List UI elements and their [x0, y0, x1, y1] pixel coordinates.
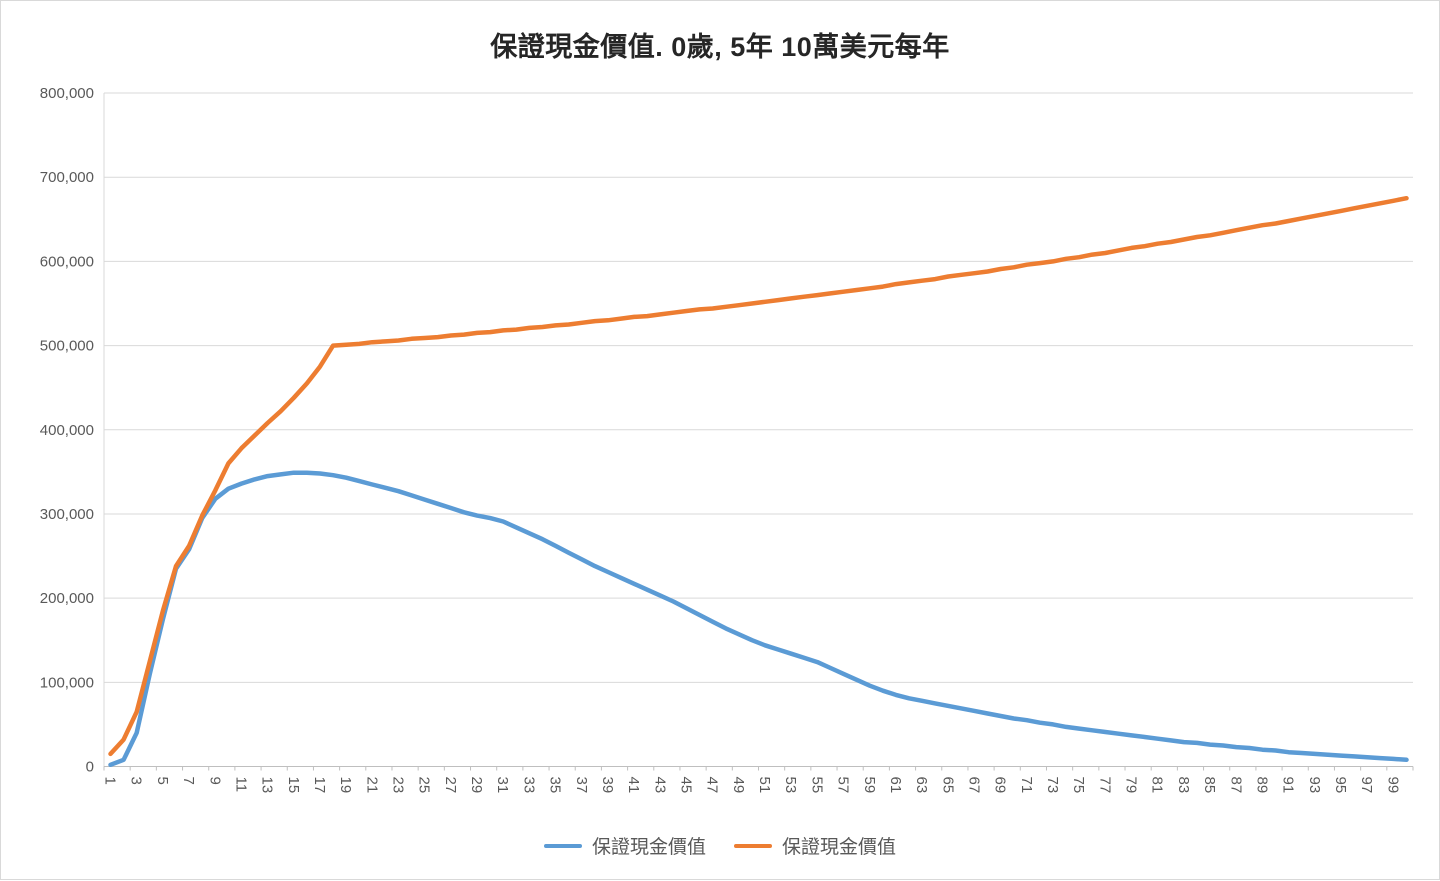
svg-text:49: 49	[730, 777, 747, 794]
legend-label-series-1: 保證現金價值	[591, 837, 706, 858]
svg-text:79: 79	[1123, 777, 1140, 794]
legend-item-series-1: 保證現金價值	[543, 832, 706, 859]
svg-text:67: 67	[965, 777, 982, 794]
svg-text:85: 85	[1201, 777, 1218, 794]
svg-text:17: 17	[311, 777, 328, 794]
svg-text:11: 11	[232, 777, 249, 793]
svg-text:71: 71	[1018, 777, 1035, 794]
legend: 保證現金價值 保證現金價值	[1, 832, 1439, 859]
x-axis-ticks	[103, 766, 1414, 771]
chart-title: 保證現金價值. 0歲, 5年 10萬美元每年	[490, 32, 950, 62]
svg-text:400,000: 400,000	[40, 422, 94, 439]
svg-text:77: 77	[1096, 777, 1113, 794]
svg-text:19: 19	[337, 777, 354, 794]
svg-text:700,000: 700,000	[40, 169, 94, 186]
svg-text:800,000: 800,000	[40, 85, 94, 102]
svg-text:45: 45	[678, 777, 695, 794]
svg-text:89: 89	[1253, 777, 1270, 794]
svg-text:9: 9	[206, 777, 223, 785]
svg-text:21: 21	[363, 777, 380, 794]
svg-text:59: 59	[861, 777, 878, 794]
svg-text:55: 55	[808, 777, 825, 794]
series-line-orange	[108, 195, 1409, 757]
svg-text:47: 47	[704, 777, 721, 794]
svg-text:99: 99	[1384, 777, 1401, 794]
svg-text:75: 75	[1070, 777, 1087, 794]
legend-line-swatch-blue	[543, 843, 582, 848]
gridlines	[104, 92, 1413, 683]
svg-text:300,000: 300,000	[40, 506, 94, 523]
svg-text:83: 83	[1175, 777, 1192, 794]
svg-text:43: 43	[651, 777, 668, 794]
svg-text:61: 61	[887, 777, 904, 794]
svg-text:51: 51	[756, 777, 773, 794]
svg-text:100,000: 100,000	[40, 674, 94, 691]
svg-text:53: 53	[782, 777, 799, 794]
svg-text:23: 23	[390, 777, 407, 794]
svg-text:5: 5	[154, 777, 171, 785]
svg-text:1: 1	[102, 777, 119, 785]
svg-text:15: 15	[285, 777, 302, 794]
svg-text:500,000: 500,000	[40, 338, 94, 355]
legend-item-series-2: 保證現金價值	[734, 832, 896, 859]
svg-text:73: 73	[1044, 777, 1061, 794]
svg-text:7: 7	[180, 777, 197, 785]
svg-text:35: 35	[547, 777, 564, 794]
svg-text:31: 31	[494, 777, 511, 794]
svg-text:65: 65	[939, 777, 956, 794]
svg-text:97: 97	[1358, 777, 1375, 794]
svg-text:3: 3	[128, 777, 145, 785]
svg-text:0: 0	[86, 759, 94, 776]
svg-text:93: 93	[1306, 777, 1323, 794]
svg-text:33: 33	[520, 777, 537, 794]
svg-text:37: 37	[573, 777, 590, 794]
svg-text:600,000: 600,000	[40, 253, 94, 270]
series-line-blue	[108, 470, 1409, 768]
svg-text:69: 69	[992, 777, 1009, 794]
legend-line-swatch-orange	[734, 843, 772, 848]
svg-text:95: 95	[1332, 777, 1349, 794]
svg-text:91: 91	[1280, 777, 1297, 794]
svg-text:63: 63	[913, 777, 930, 794]
x-axis-labels: 1 3 5 7 9 11 13 15 17 19 21 23 25 27 29 31 33 35 37 39 41 43 4…	[102, 777, 1402, 794]
svg-text:27: 27	[442, 777, 459, 794]
svg-text:57: 57	[835, 777, 852, 794]
legend-label-series-2: 保證現金價值	[782, 837, 897, 858]
svg-text:25: 25	[416, 777, 433, 794]
svg-text:200,000: 200,000	[40, 590, 94, 607]
svg-text:41: 41	[625, 777, 642, 794]
y-axis-labels: 0 100,000 200,000 300,000 400,000 500,000 600,…	[40, 85, 94, 776]
svg-text:29: 29	[468, 777, 485, 794]
svg-text:13: 13	[259, 777, 276, 794]
svg-text:87: 87	[1227, 777, 1244, 794]
svg-text:39: 39	[599, 777, 616, 794]
svg-text:81: 81	[1149, 777, 1166, 794]
